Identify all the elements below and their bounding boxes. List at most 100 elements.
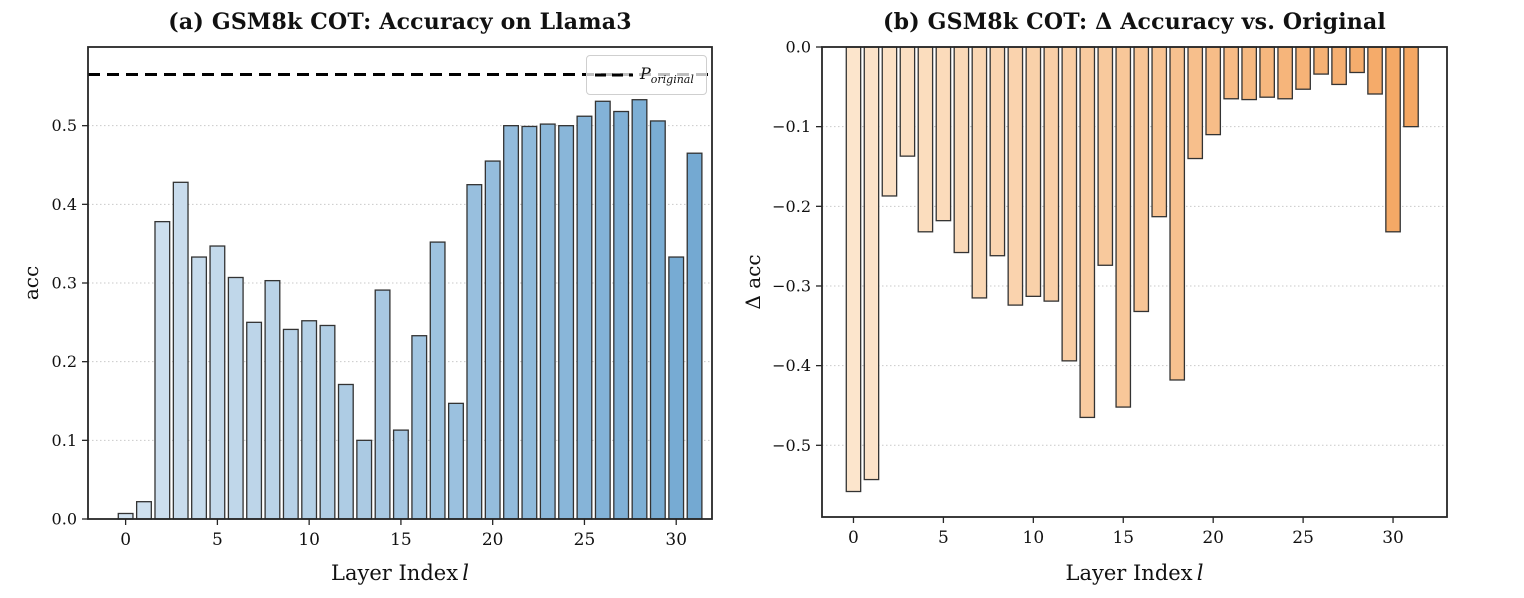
bar-layer-9 [282,328,299,520]
dashed-line-icon [595,73,633,77]
bar-layer-21 [503,125,520,520]
legend-label-sub: original [650,73,694,87]
bar-layer-14 [374,289,391,520]
y-tick-label: 0.1 [52,431,77,450]
y-tick-label: −0.1 [772,117,811,136]
chart-a-xlabel: Layer Index l [88,558,712,588]
bar-layer-4 [191,256,208,520]
bar-layer-6 [953,46,970,254]
x-tick-label: 10 [1023,528,1045,548]
x-tick-label: 20 [482,530,504,550]
bar-layer-20 [484,160,501,520]
bar-layer-2 [154,220,171,520]
chart-b-xlabel: Layer Index l [822,558,1447,588]
x-tick-label: 25 [1292,528,1314,548]
bar-layer-7 [246,321,263,520]
y-tick-label: 0.5 [52,116,77,135]
bar-layer-22 [521,125,538,520]
bar-layer-17 [1151,46,1168,218]
bar-layer-13 [1079,46,1096,419]
x-tick-label: 0 [120,530,131,550]
chart-b-title: (b) GSM8k COT: Δ Accuracy vs. Original [883,9,1386,35]
bar-layer-24 [558,125,575,520]
y-tick-label: 0.2 [52,352,77,371]
y-tick-label: 0.0 [52,510,77,529]
x-tick-label: 30 [1382,528,1404,548]
bar-layer-16 [411,335,428,520]
bar-layer-11 [1043,46,1060,302]
x-tick-label: 0 [848,528,859,548]
bar-layer-16 [1133,46,1150,313]
x-tick-label: 10 [298,530,320,550]
x-tick-label: 15 [1112,528,1134,548]
bar-layer-3 [899,46,916,157]
bar-layer-6 [227,276,244,520]
bar-layer-18 [1169,46,1186,381]
bar-layer-28 [631,99,648,520]
bar-layer-23 [1259,46,1275,98]
bar-layer-15 [1115,46,1132,408]
bar-layer-28 [1349,46,1365,74]
bar-layer-26 [1313,46,1329,75]
bar-layer-17 [429,241,446,520]
bar-layer-8 [264,279,281,520]
axes-frame-b [821,46,1448,518]
legend: Poriginal [586,55,707,95]
bar-layer-9 [1007,46,1024,306]
bar-layer-25 [1295,46,1311,90]
bar-layer-23 [539,123,556,520]
bar-layer-30 [1385,46,1401,233]
legend-label: Poriginal [640,64,694,86]
bar-layer-11 [319,324,336,520]
xlabel-variable: l [462,561,469,585]
y-tick-label: −0.5 [772,436,811,455]
bar-layer-26 [594,100,611,520]
chart-a-ylabel: acc [19,265,43,301]
bar-layer-7 [971,46,988,299]
y-tick-label: 0.0 [786,38,811,57]
bar-layer-1 [135,501,152,520]
bar-layer-12 [1061,46,1078,362]
bar-layer-8 [989,46,1006,257]
bar-layer-5 [935,46,952,222]
bar-layer-19 [466,184,483,520]
bar-layer-20 [1205,46,1222,136]
y-tick-label: 0.3 [52,274,77,293]
x-tick-label: 20 [1202,528,1224,548]
bar-layer-31 [686,152,703,520]
y-tick-label: −0.2 [772,197,811,216]
bar-layer-14 [1097,46,1114,266]
bar-layer-12 [337,383,354,520]
bar-layer-30 [668,256,685,520]
bar-layer-10 [301,320,318,520]
bar-layer-13 [356,439,373,520]
xlabel-variable: l [1196,561,1204,585]
bar-layer-29 [1367,46,1383,95]
x-tick-label: 5 [212,530,223,550]
bar-layer-15 [392,429,409,520]
bar-layer-22 [1241,46,1257,101]
legend-label-main: P [640,63,651,83]
bar-layer-27 [1331,46,1347,86]
bar-layer-24 [1277,46,1293,100]
y-tick-label: −0.4 [772,356,811,375]
bar-layer-1 [863,46,880,481]
bar-layer-10 [1025,46,1042,297]
x-tick-label: 15 [390,530,412,550]
chart-a-title: (a) GSM8k COT: Accuracy on Llama3 [168,9,632,35]
x-tick-label: 30 [665,530,687,550]
chart-b-ylabel: Δ acc [741,254,765,310]
bar-layer-4 [917,46,934,233]
bar-layer-25 [576,115,593,520]
x-tick-label: 5 [938,528,949,548]
bar-layer-3 [172,181,189,520]
xlabel-text: Layer Index [1065,561,1193,585]
bar-layer-19 [1187,46,1204,160]
bar-layer-29 [649,120,666,520]
y-tick-label: 0.4 [52,195,77,214]
bar-layer-0 [845,46,862,493]
bar-layer-21 [1223,46,1240,100]
bar-layer-18 [447,402,464,520]
